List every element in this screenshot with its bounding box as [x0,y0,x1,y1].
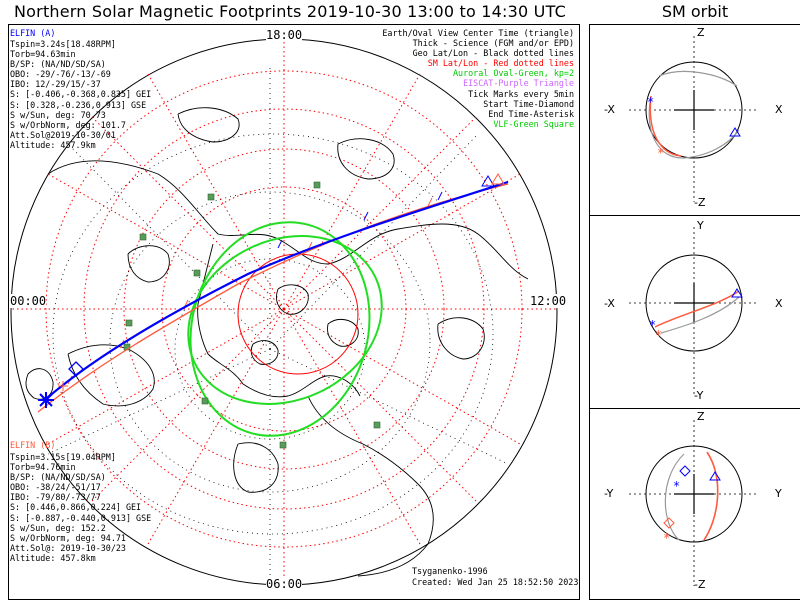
orbit1-right-label: X [775,103,783,116]
legend-item: Thick - Science (FGM and/or EPD) [412,38,574,49]
elfin-b-line: OBO: -38/24/-51/17 [10,482,101,493]
elfin-a-name: ELFIN (A) [10,28,56,38]
elfin-a-line: S: [-0.406,-0.368,0.835] GEI [10,89,152,100]
legend-item: SM Lat/Lon - Red dotted lines [427,58,574,69]
elfin-a-end-asterisk [38,392,54,408]
legend-item: Tick Marks every 5min [468,88,574,99]
vlf-stations [123,181,381,449]
elfin-b-view-triangle [491,173,505,185]
legend-item: EISCAT-Purple Triangle [463,78,574,89]
svg-text:*: * [655,328,662,342]
elfin-a-line: Torb=94.63min [10,49,76,60]
elfin-a-line: Altitude: 457.9km [10,139,96,150]
elfin-a-line: S w/Sun, deg: 70.73 [10,109,106,120]
auroral-ovals [187,221,383,437]
mlt-label-bottom: 06:00 [266,577,303,591]
svg-text:*: * [657,146,664,160]
svg-text:*: * [647,95,654,109]
elfin-b-track [37,183,509,413]
page-title: Northern Solar Magnetic Footprints 2019-… [14,2,566,21]
legend-item: VLF-Green Square [493,118,574,129]
created-timestamp: Created: Wed Jan 25 18:52:50 2023 [412,577,579,587]
legend-item: Geo Lat/Lon - Black dotted lines [412,48,574,59]
elfin-b-line: S w/Sun, deg: 152.2 [10,522,106,533]
elfin-b-line: S w/OrbNorm, deg: 94.71 [10,532,126,543]
elfin-a-line: OBO: -29/-76/-13/-69 [10,69,111,80]
orbit3-top-label: Z [697,410,705,423]
elfin-a-view-triangle [481,175,495,187]
legend-item: Auroral Oval-Green, kp=2 [452,68,574,79]
orbit2-bottom-label: -Y [694,389,704,402]
elfin-b-end-asterisk [58,381,68,391]
elfin-a-line: IBO: 12/-29/15/-37 [10,79,101,90]
mlt-label-left: 00:00 [10,294,47,308]
orbit2-right-label: X [775,297,783,310]
elfin-a-line: B/SP: (NA/ND/SD/SA) [10,59,106,70]
orbit1-bottom-label: -Z [694,196,706,209]
geo-graticule [47,64,509,584]
sm-meridians [12,40,556,584]
elfin-a-line: S w/OrbNorm, deg: 101.7 [10,119,126,130]
elfin-b-ticks [67,197,433,385]
orbit3-right-label: Y [775,487,782,500]
orbit3-left-label: -Y [604,487,614,500]
elfin-b-line: Altitude: 457.8km [10,552,96,563]
orbit2-top-label: Y [697,219,704,232]
elfin-b-info: Tspin=3.15s[19.04RPM] Torb=94.76min B/SP… [10,452,151,563]
elfin-b-line: Torb=94.76min [10,462,76,473]
elfin-a-line: Att.Sol@2019-10-30/01 [10,129,116,140]
orbit1-top-label: Z [697,26,705,39]
legend-item: End Time-Asterisk [488,108,574,119]
elfin-a-line: Tspin=3.24s[18.48RPM] [10,39,116,49]
elfin-b-name: ELFIN (B) [10,440,56,450]
orbit-view-xy: * * [629,227,759,395]
map-legend: Earth/Oval View Center Time (triangle) T… [330,28,574,129]
orbit2-left-label: -X [604,297,615,310]
elfin-b-line: S: [0.446,0.866,0.224] GEI [10,502,142,513]
orbit-panel-title: SM orbit [661,2,729,21]
svg-text:*: * [649,318,656,332]
svg-text:*: * [663,531,670,545]
orbit1-left-label: -X [604,103,615,116]
elfin-start-diamond [68,361,84,377]
model-label: Tsyganenko-1996 [412,566,488,576]
mlt-label-top: 18:00 [266,28,303,42]
mlt-label-right: 12:00 [530,294,567,308]
svg-text:*: * [673,479,680,493]
elfin-b-line: IBO: -79/80/-73/77 [10,492,101,503]
orbit-view-xz: * * [629,36,759,202]
elfin-a-ticks [277,191,443,249]
elfin-a-line: S: [0.328,-0.236,0.913] GSE [10,99,147,110]
legend-item: Earth/Oval View Center Time (triangle) [382,28,574,38]
elfin-b-line: S: [-0.887,-0.440,0.913] GSE [10,512,152,523]
legend-item: Start Time-Diamond [483,98,574,109]
elfin-a-track [45,180,509,400]
elfin-b-line: Tspin=3.15s[19.04RPM] [10,452,116,462]
orbit-view-yz: * * [629,420,759,586]
elfin-b-line: B/SP: (NA/ND/SD/SA) [10,472,106,483]
orbit3-bottom-label: -Z [694,578,706,591]
elfin-b-line: Att.Sol@: 2019-10-30/23 [10,542,126,553]
elfin-a-info: Tspin=3.24s[18.48RPM] Torb=94.63min B/SP… [10,39,151,150]
footprint-map [10,38,558,586]
